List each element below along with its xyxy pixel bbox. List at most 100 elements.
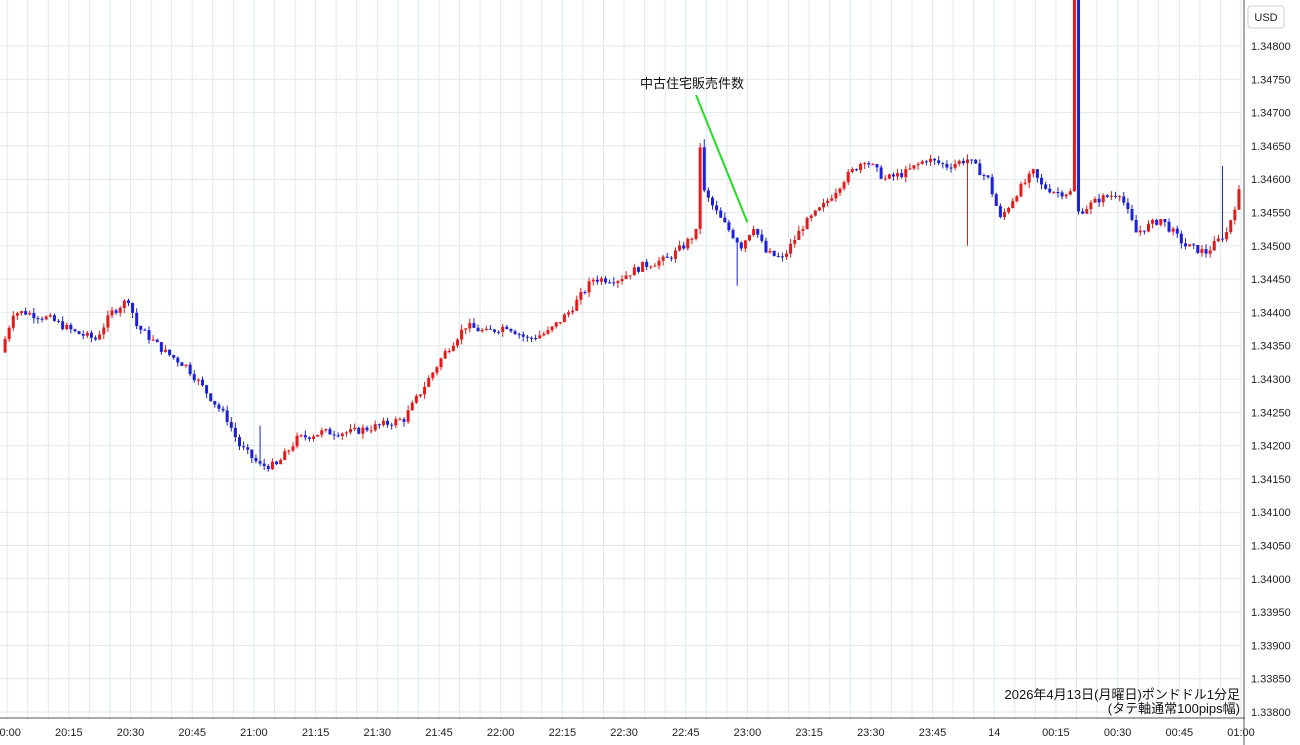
candle-body [871, 164, 875, 166]
candle-body [838, 188, 842, 193]
candle-body [900, 173, 904, 178]
candle-body [1015, 196, 1019, 202]
candle-body [1122, 196, 1126, 203]
candle-body [373, 424, 377, 431]
candle-body [817, 207, 821, 211]
candle-body [534, 337, 538, 339]
candle-body [98, 334, 102, 340]
x-tick-label: 01:00 [1227, 727, 1255, 739]
y-tick-label: 1.34700 [1251, 108, 1291, 120]
x-tick-label: 00:15 [1042, 727, 1070, 739]
candle-body [369, 430, 373, 432]
x-tick-label: 00:30 [1104, 727, 1132, 739]
candle-body [776, 255, 780, 257]
x-tick-label: 22:15 [549, 727, 577, 739]
candle-body [1101, 195, 1105, 203]
candle-body [435, 367, 439, 373]
candle-body [484, 328, 488, 331]
candle-body [410, 402, 414, 411]
candle-body [316, 434, 320, 437]
candle-body [657, 260, 661, 266]
candle-body [924, 161, 928, 163]
candle-body [20, 311, 24, 314]
candle-body [365, 427, 369, 431]
candle-body [1237, 189, 1241, 210]
candle-body [517, 334, 521, 336]
candle-body [875, 164, 879, 168]
candle-body [24, 311, 28, 315]
candle-body [114, 310, 118, 313]
candle-body [678, 245, 682, 251]
candle-body [608, 282, 612, 284]
candle-body [40, 318, 44, 320]
currency-label-box [1247, 5, 1285, 29]
candle-body [1233, 209, 1237, 221]
candle-body [1216, 238, 1220, 242]
candle-body [7, 327, 11, 340]
y-tick-label: 1.33950 [1251, 607, 1291, 619]
candle-body [118, 308, 122, 313]
candle-body [102, 327, 106, 335]
candle-body [451, 345, 455, 352]
candle-body [233, 427, 237, 438]
candle-body [887, 174, 891, 179]
candle-body [398, 419, 402, 421]
candle-body [394, 419, 398, 426]
candle-body [690, 238, 694, 240]
candle-body [386, 420, 390, 425]
candle-body [813, 210, 817, 216]
candle-body [896, 173, 900, 177]
candle-body [73, 329, 77, 332]
candle-body [266, 466, 270, 470]
x-tick-label: 22:45 [672, 727, 700, 739]
candle-body [723, 217, 727, 223]
candle-body [772, 250, 776, 256]
candle-body [1229, 220, 1233, 233]
candle-body [1130, 209, 1134, 221]
y-tick-label: 1.34350 [1251, 341, 1291, 353]
candle-body [312, 436, 316, 439]
candle-body [982, 175, 986, 177]
candle-body [986, 175, 990, 178]
candle-body [427, 378, 431, 387]
candle-body [616, 281, 620, 284]
y-tick-label: 1.34450 [1251, 274, 1291, 286]
candle-body [612, 282, 616, 284]
candle-body [965, 159, 969, 164]
candle-body [1179, 233, 1183, 244]
candle-body [554, 322, 558, 327]
candle-body [1077, 0, 1081, 212]
candle-body [176, 357, 180, 363]
candle-body [303, 435, 307, 438]
candle-body [859, 164, 863, 171]
candle-body [85, 332, 89, 336]
candle-body [1167, 222, 1171, 232]
candle-body [229, 421, 233, 428]
candle-body [320, 430, 324, 435]
candle-body [110, 310, 114, 316]
candle-body [328, 429, 332, 435]
candle-body [1031, 169, 1035, 174]
candle-body [270, 461, 274, 470]
currency-label: USD [1254, 12, 1277, 24]
chart-caption-line2: (タテ軸通常100pips幅) [1108, 701, 1240, 716]
candle-body [961, 160, 965, 164]
candle-body [764, 240, 768, 253]
candle-body [1183, 243, 1187, 247]
y-tick-label: 1.34650 [1251, 141, 1291, 153]
candle-body [513, 331, 517, 335]
candle-body [706, 190, 710, 198]
x-tick-label: 21:30 [364, 727, 392, 739]
candle-body [336, 435, 340, 437]
candle-body [694, 228, 698, 239]
candle-body [916, 163, 920, 166]
candle-body [822, 203, 826, 208]
candle-body [628, 275, 632, 277]
y-tick-label: 1.33850 [1251, 674, 1291, 686]
candle-body [488, 328, 492, 330]
candle-body [1118, 196, 1122, 198]
candle-body [225, 410, 229, 422]
candle-body [632, 267, 636, 276]
candle-body [361, 427, 365, 434]
candle-body [509, 329, 513, 332]
